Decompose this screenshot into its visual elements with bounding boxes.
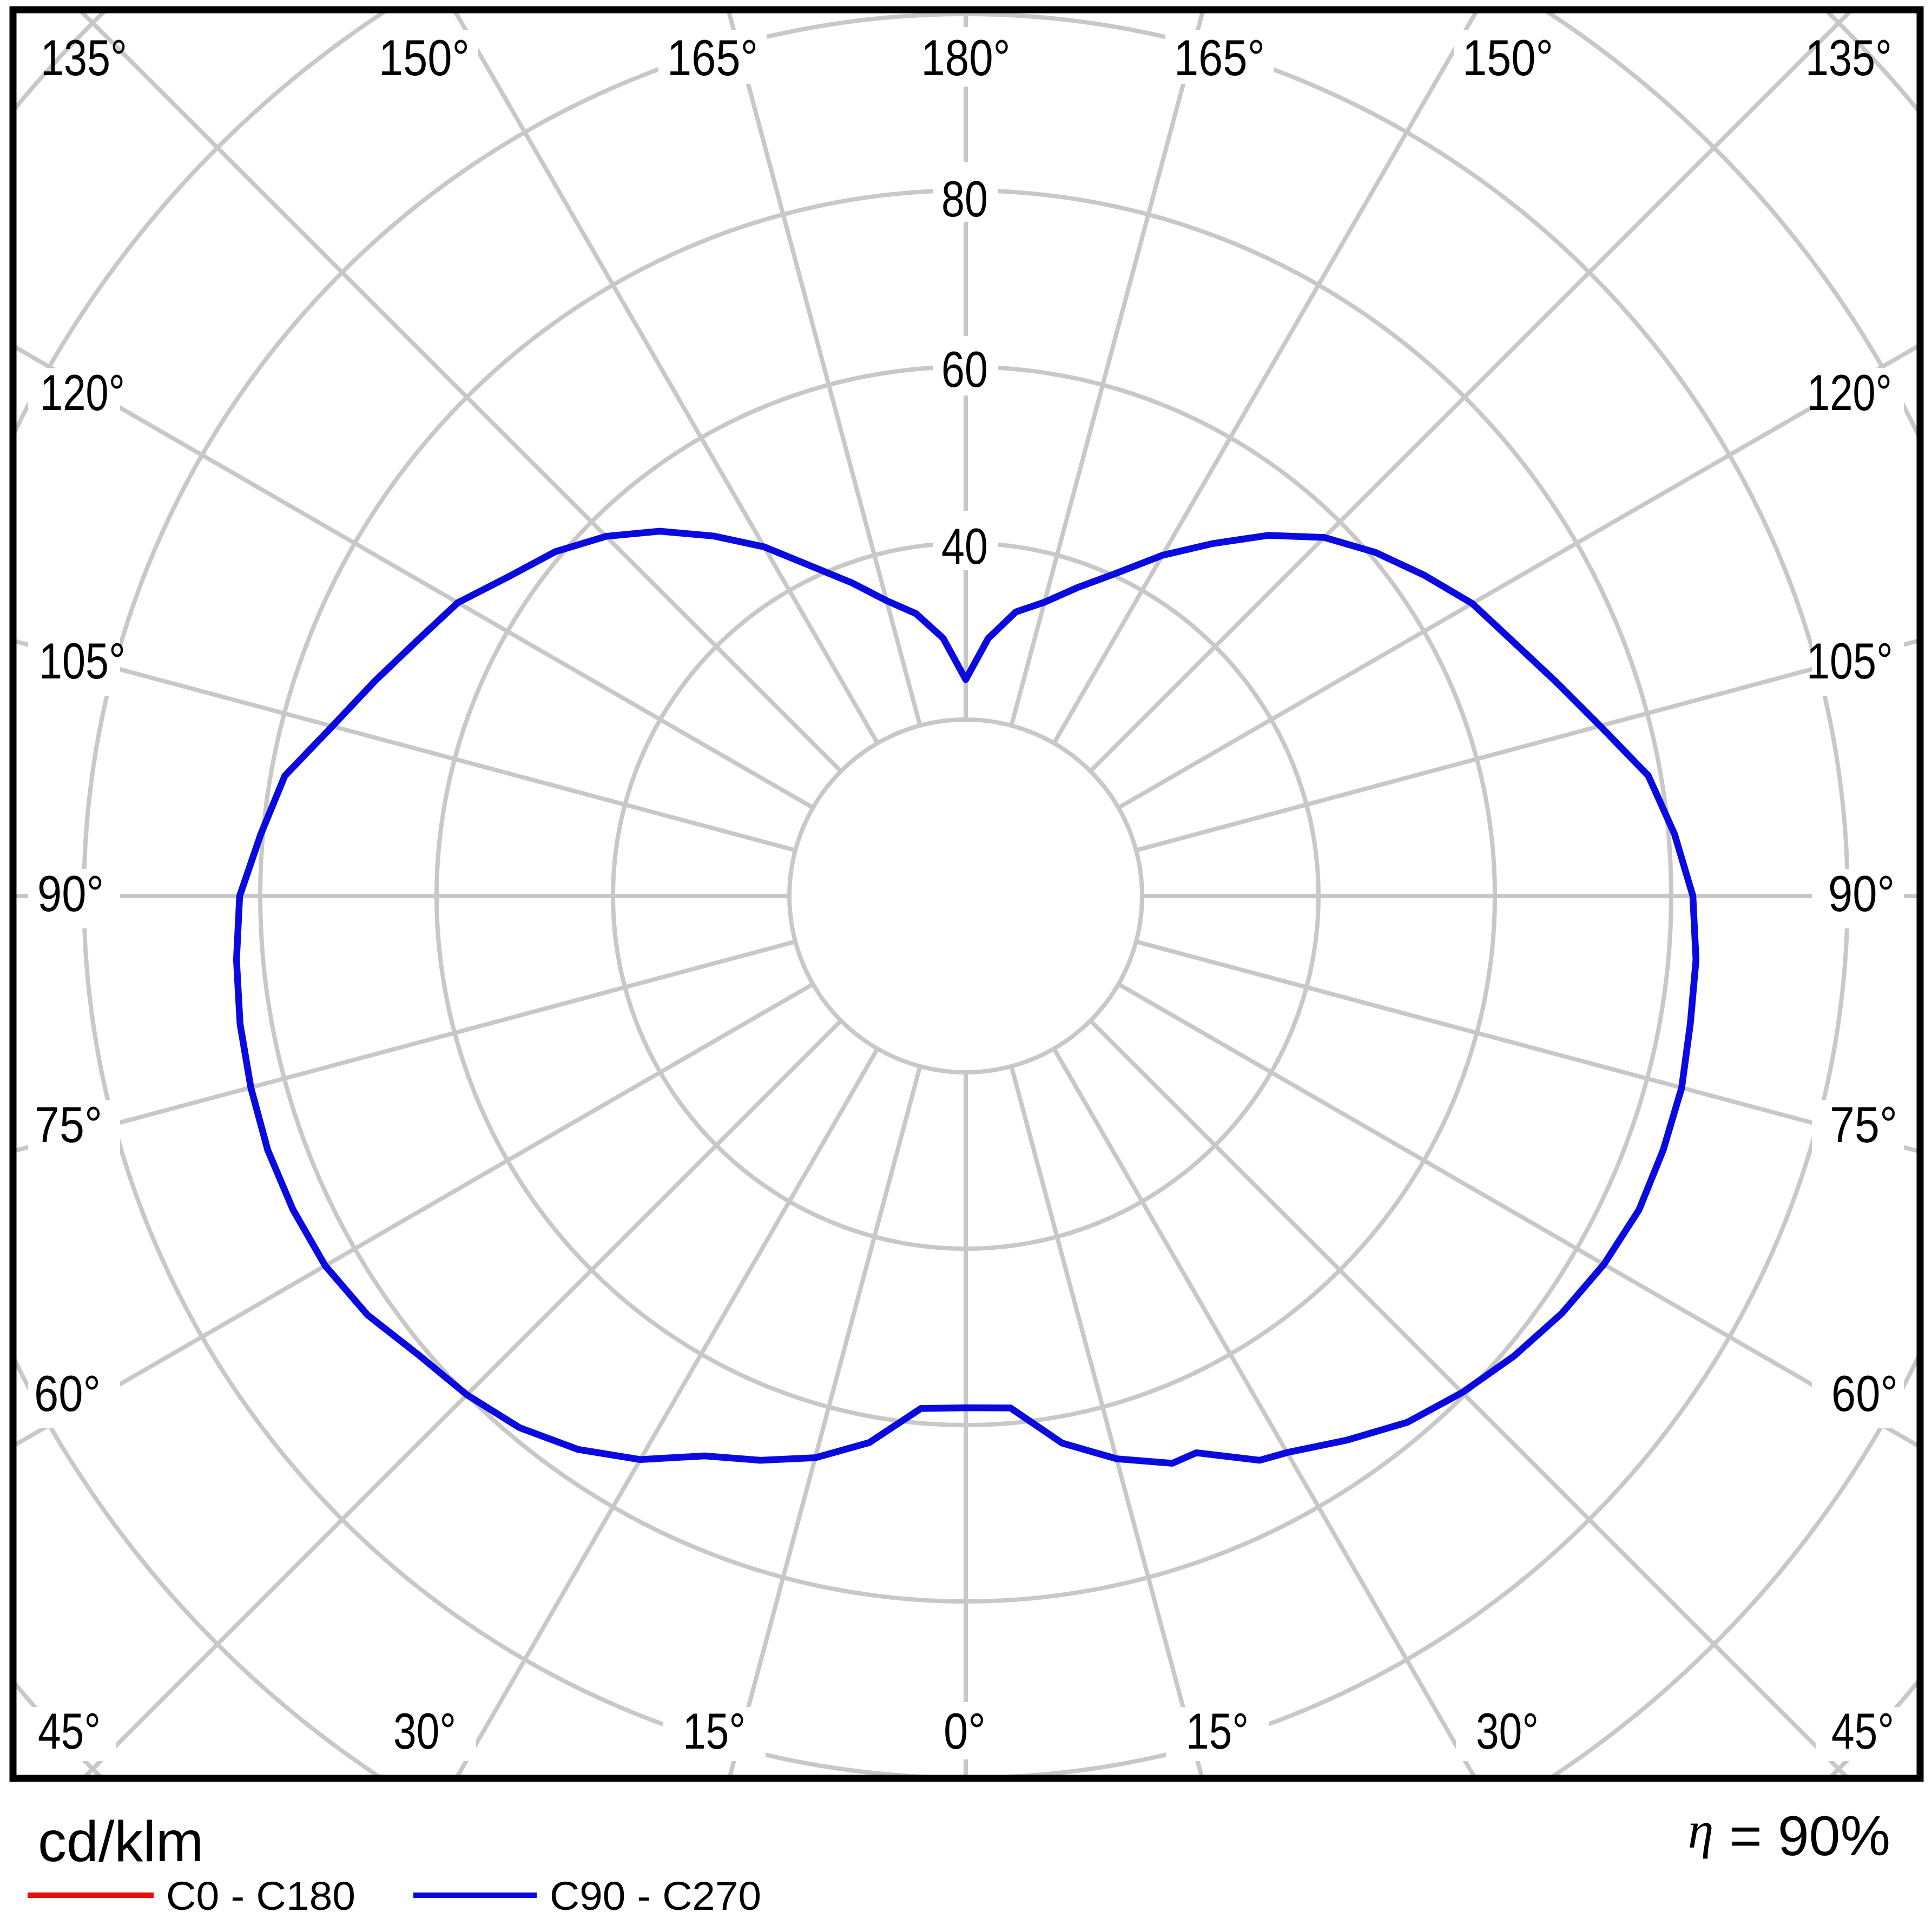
svg-text:60: 60 (941, 341, 988, 398)
svg-text:120°: 120° (1807, 364, 1892, 421)
svg-text:80: 80 (941, 170, 988, 227)
svg-text:cd/klm: cd/klm (38, 1810, 203, 1874)
svg-text:45°: 45° (38, 1703, 101, 1759)
svg-text:135°: 135° (41, 29, 127, 86)
svg-text:165°: 165° (1174, 29, 1265, 86)
svg-text:165°: 165° (667, 29, 758, 86)
svg-text:15°: 15° (1186, 1703, 1249, 1759)
svg-text:0°: 0° (944, 1703, 986, 1759)
svg-text:C90 - C270: C90 - C270 (550, 1874, 761, 1918)
svg-text:180°: 180° (921, 29, 1011, 86)
svg-text:90°: 90° (37, 865, 104, 922)
svg-text:150°: 150° (379, 29, 470, 86)
svg-text:120°: 120° (40, 364, 125, 421)
svg-text:30°: 30° (1476, 1703, 1539, 1759)
svg-text:150°: 150° (1462, 29, 1553, 86)
svg-text:η = 90%: η = 90% (1688, 1801, 1890, 1868)
svg-text:105°: 105° (39, 632, 126, 689)
svg-text:45°: 45° (1831, 1703, 1894, 1759)
svg-text:90°: 90° (1828, 865, 1895, 922)
svg-text:40: 40 (941, 518, 988, 575)
svg-text:C0 - C180: C0 - C180 (166, 1874, 355, 1918)
svg-text:75°: 75° (35, 1096, 102, 1153)
svg-text:60°: 60° (1831, 1365, 1898, 1422)
svg-text:105°: 105° (1806, 632, 1893, 689)
svg-text:30°: 30° (393, 1703, 456, 1759)
svg-text:135°: 135° (1805, 29, 1892, 86)
svg-text:75°: 75° (1830, 1096, 1897, 1153)
svg-text:60°: 60° (34, 1365, 101, 1422)
svg-text:15°: 15° (683, 1703, 746, 1759)
